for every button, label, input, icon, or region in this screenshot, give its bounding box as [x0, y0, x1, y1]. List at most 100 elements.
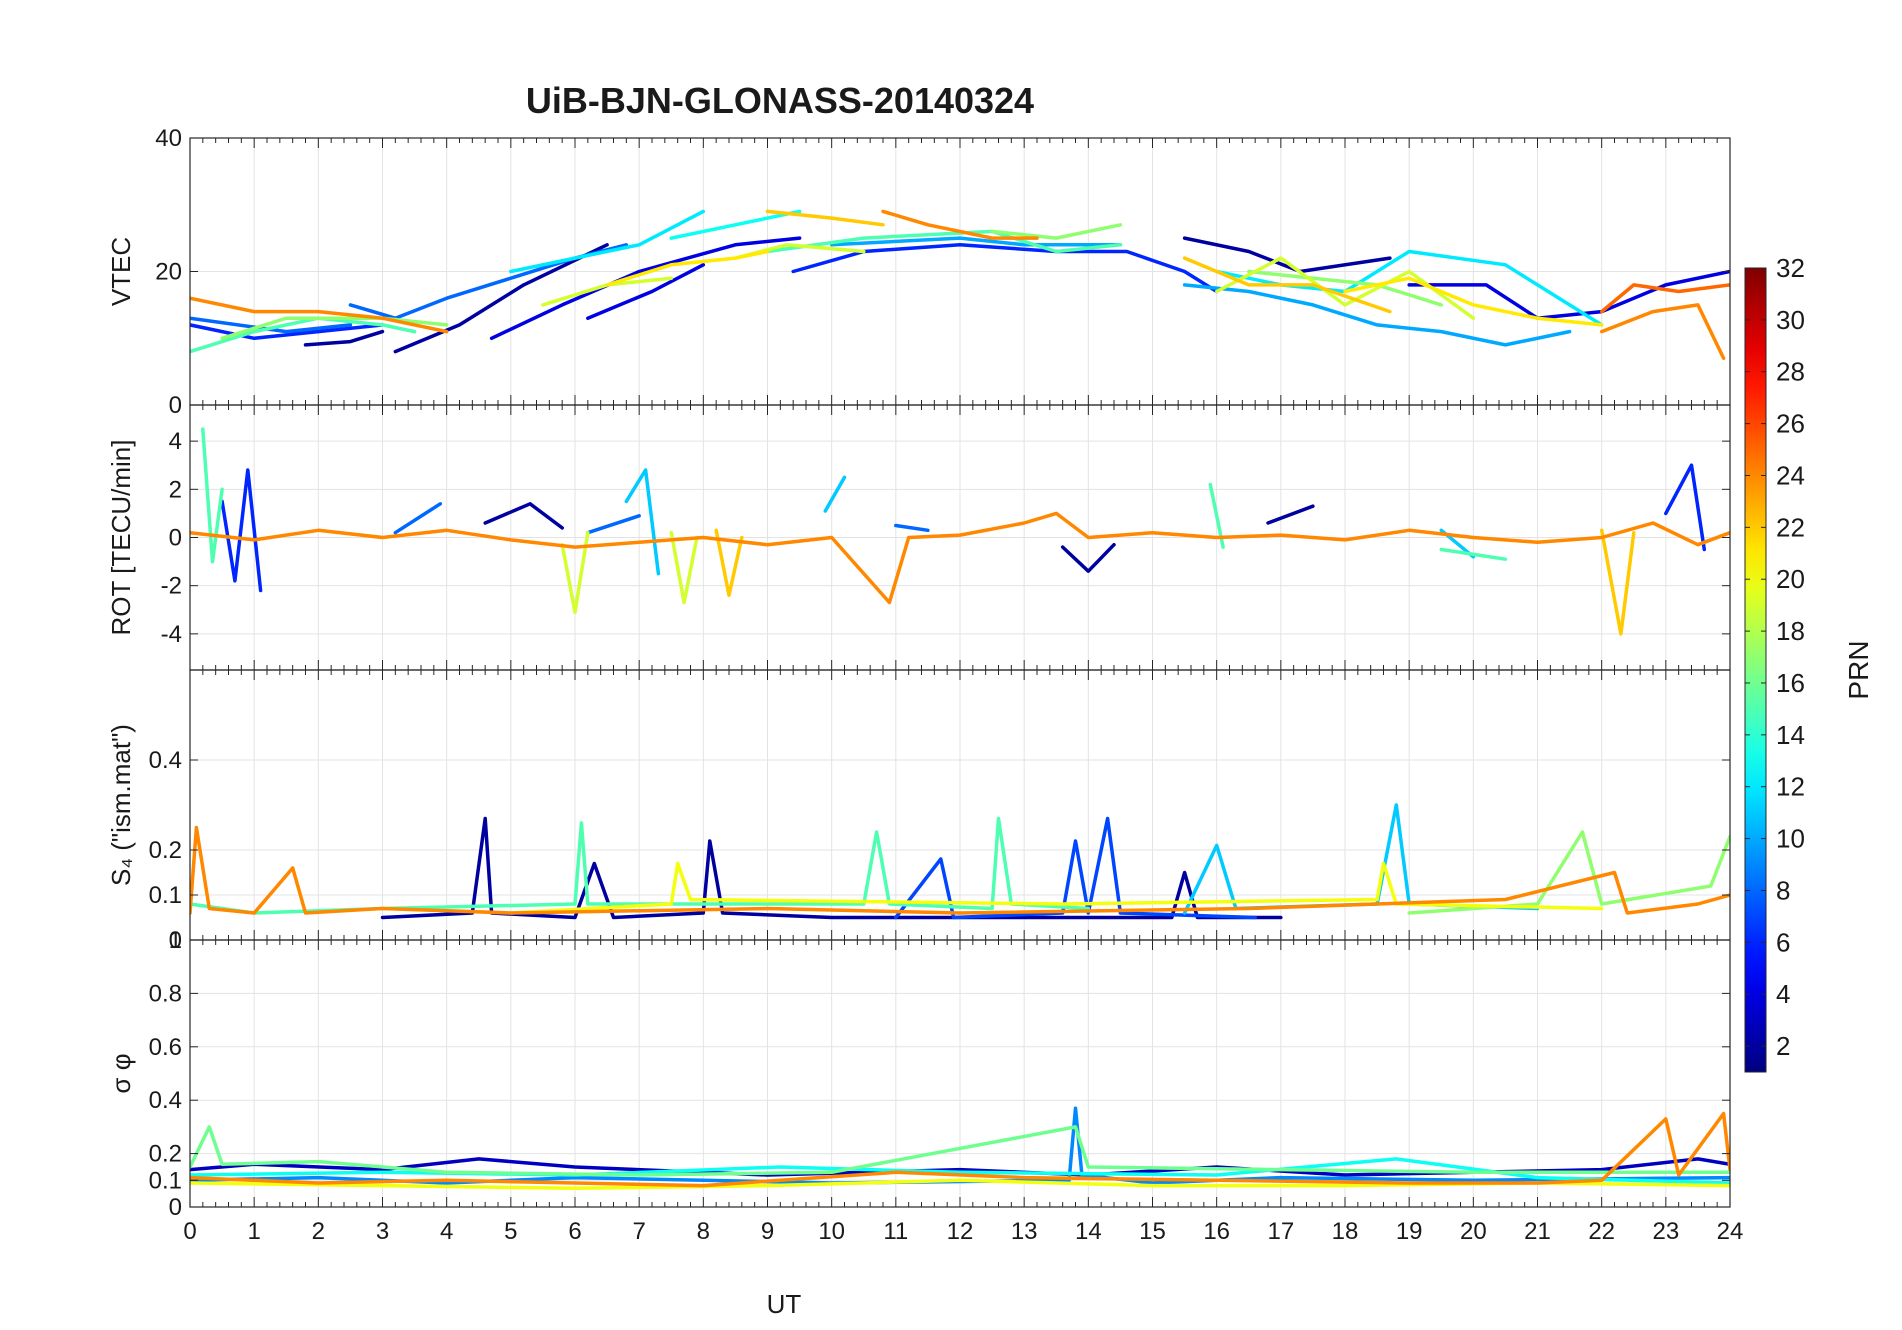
series-prn-6	[220, 468, 263, 593]
colorbar-tick-label: 20	[1776, 564, 1805, 594]
series-prn-22	[1599, 528, 1636, 636]
series-prn-9	[190, 1106, 1730, 1185]
x-tick-label: 19	[1396, 1218, 1423, 1245]
series-prn-15	[201, 427, 224, 564]
x-tick-label: 22	[1588, 1218, 1615, 1245]
panel-rot: -4 -2 0 2 4 ROT [TECU/min]	[106, 404, 1731, 671]
series-prn-19	[560, 530, 590, 614]
series-prn-2	[1266, 504, 1315, 525]
y-tick-label: 0	[169, 392, 182, 419]
series-prn-10	[829, 236, 1123, 247]
y-tick-label: 2	[169, 476, 182, 503]
x-tick-label: 15	[1139, 1218, 1166, 1245]
y-tick-label: 1	[169, 927, 182, 954]
x-tick-label: 17	[1267, 1218, 1294, 1245]
x-tick-label: 24	[1717, 1218, 1744, 1245]
series-prn-17	[990, 223, 1123, 240]
series-prn-22	[1182, 256, 1392, 314]
y-tick-label: 0.1	[149, 882, 182, 909]
x-tick-label: 23	[1652, 1218, 1679, 1245]
x-tick-label: 21	[1524, 1218, 1551, 1245]
x-tick-label: 18	[1332, 1218, 1359, 1245]
series-prn-19	[669, 530, 699, 605]
y-tick-label: 0.4	[149, 1087, 182, 1114]
series-prn-11	[1182, 803, 1540, 915]
colorbar-gradient	[1744, 267, 1767, 1073]
series-prn-10	[1182, 283, 1572, 347]
series-prn-7	[894, 816, 1257, 920]
series-prn-8	[190, 316, 353, 334]
series-prn-12	[509, 209, 706, 274]
colorbar-tick-label: 28	[1776, 357, 1805, 387]
x-tick-label: 8	[697, 1218, 710, 1245]
series-prn-17	[220, 316, 449, 341]
y-tick-label: 0	[169, 1194, 182, 1221]
series-prn-13	[669, 209, 802, 240]
series-prn-21	[1343, 276, 1604, 327]
x-tick-label: 10	[818, 1218, 845, 1245]
series-prn-11	[823, 475, 847, 513]
rot-series-group	[190, 427, 1730, 636]
panel-vtec: 0 20 40 VTEC	[106, 125, 1731, 419]
x-tick-label: 7	[632, 1218, 645, 1245]
x-tick-label: 20	[1460, 1218, 1487, 1245]
series-prn-22	[765, 209, 885, 227]
y-tick-label: 0	[169, 927, 182, 954]
y-tick-label: 0.2	[149, 837, 182, 864]
colorbar-tick-label: 24	[1776, 460, 1805, 490]
series-prn-6	[190, 323, 385, 341]
series-prn-21	[605, 249, 770, 287]
y-tick-label: 40	[155, 125, 182, 152]
series-prn-2	[1060, 542, 1116, 573]
colorbar-tick-label: 26	[1776, 409, 1805, 439]
colorbar-tick-label: 32	[1776, 253, 1805, 283]
rot-y-axis-label: ROT [TECU/min]	[106, 440, 136, 636]
x-tick-label: 16	[1203, 1218, 1230, 1245]
series-prn-2	[1182, 236, 1392, 274]
colorbar-tick-label: 18	[1776, 616, 1805, 646]
x-axis-label: UT	[767, 1289, 802, 1319]
colorbar-tick-label: 14	[1776, 720, 1805, 750]
vtec-y-axis-label: VTEC	[106, 237, 136, 306]
y-tick-label: 20	[155, 259, 182, 286]
series-prn-22	[714, 528, 744, 598]
vtec-series-group	[190, 209, 1730, 361]
colorbar-tick-label: 12	[1776, 772, 1805, 802]
x-tick-label: 5	[504, 1218, 517, 1245]
colorbar-tick-label: 30	[1776, 305, 1805, 335]
colorbar-tick-label: 8	[1776, 875, 1790, 905]
x-tick-label: 9	[761, 1218, 774, 1245]
colorbar-tick-label: 16	[1776, 668, 1805, 698]
y-tick-label: 0.4	[149, 747, 182, 774]
series-prn-2	[380, 816, 1283, 920]
x-tick-label: 6	[568, 1218, 581, 1245]
x-tick-label: 1	[247, 1218, 260, 1245]
chart-title: UiB-BJN-GLONASS-20140324	[526, 80, 1034, 121]
series-prn-2	[483, 502, 564, 530]
y-tick-label: 0	[169, 525, 182, 552]
x-tick-label: 12	[947, 1218, 974, 1245]
y-tick-label: 0.6	[149, 1034, 182, 1061]
series-prn-24	[190, 511, 1730, 605]
y-tick-label: 4	[169, 428, 182, 455]
x-tick-label: 0	[183, 1218, 196, 1245]
series-prn-24	[881, 209, 1039, 240]
s4-series-group	[190, 803, 1730, 920]
x-tick-label: 13	[1011, 1218, 1038, 1245]
series-prn-4	[489, 236, 802, 341]
y-tick-label: 0.2	[149, 1141, 182, 1168]
series-prn-24	[190, 825, 1730, 915]
series-prn-8	[393, 502, 443, 535]
colorbar-tick-label: 10	[1776, 824, 1805, 854]
s4-y-axis-label: S₄ ("ism.mat")	[106, 724, 136, 886]
series-prn-24	[1599, 303, 1726, 361]
series-prn-24	[190, 296, 449, 334]
series-prn-17	[1247, 269, 1444, 307]
panel-s4: 0 0.1 0.2 0.4 S₄ ("ism.mat")	[106, 669, 1731, 954]
sigma-series-group	[190, 1106, 1730, 1191]
series-prn-2	[303, 329, 385, 347]
series-prn-6	[1664, 463, 1707, 552]
colorbar-tick-label: 22	[1776, 512, 1805, 542]
